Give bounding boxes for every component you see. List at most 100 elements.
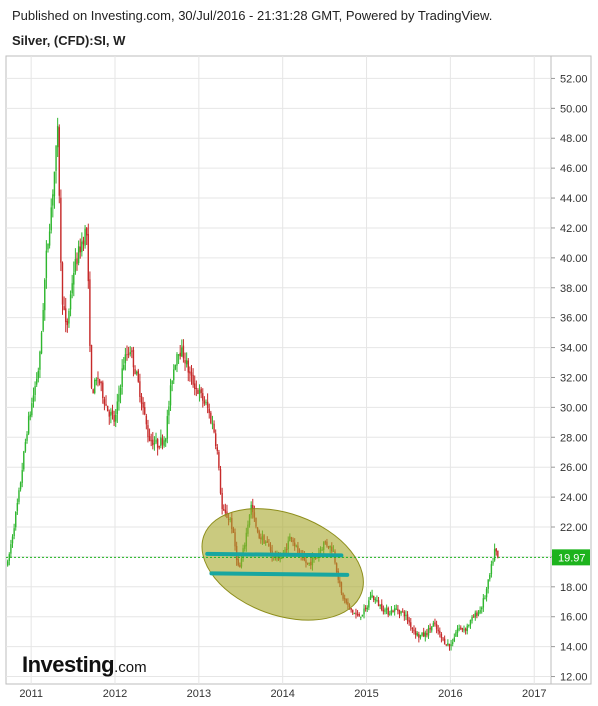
candle-body (44, 279, 46, 311)
candle-body (422, 632, 425, 637)
candle-body (45, 250, 48, 278)
price-tick-label: 46.00 (560, 163, 588, 175)
candle-body (406, 614, 409, 621)
price-tick-label: 14.00 (560, 642, 588, 654)
candle-body (363, 608, 365, 615)
candle-body (79, 246, 81, 253)
candle-body (58, 127, 60, 196)
candle-body (155, 439, 157, 443)
candle-body (445, 644, 447, 646)
candle-body (74, 259, 77, 273)
candle-body (448, 643, 451, 647)
candle-body (414, 630, 417, 635)
candle-body (94, 379, 96, 394)
candle-body (181, 347, 183, 357)
candle-body (118, 394, 120, 402)
candle-body (145, 415, 148, 425)
candle-body (477, 611, 480, 616)
candle-body (210, 412, 212, 424)
candle-body (39, 351, 41, 370)
candle-body (413, 629, 415, 632)
candle-body (221, 493, 223, 510)
candle-body (21, 470, 23, 483)
candle-body (358, 614, 360, 617)
candle-body (218, 452, 220, 469)
candle-body (487, 579, 489, 589)
candle-body (495, 548, 497, 552)
price-tick-label: 22.00 (560, 522, 588, 534)
candle-body (29, 414, 31, 417)
candle-body (189, 371, 191, 374)
candle-body (458, 628, 460, 630)
candle-body (361, 614, 364, 617)
candle-body (97, 377, 99, 379)
candle-body (60, 197, 62, 263)
candle-body (90, 345, 93, 388)
candle-body (121, 368, 123, 387)
candle-body (352, 610, 354, 613)
candle-body (153, 443, 156, 445)
candle-body (392, 610, 394, 613)
candle-body (219, 469, 222, 494)
candle-body (211, 423, 214, 425)
candle-body (163, 440, 165, 446)
price-tick-label: 12.00 (560, 672, 588, 684)
candle-body (37, 370, 40, 379)
time-tick-label: 2015 (354, 688, 378, 700)
candle-body (47, 243, 49, 250)
candle-body (111, 410, 114, 415)
candle-body (416, 633, 418, 636)
candle-body (95, 379, 98, 382)
annotation-layer[interactable] (187, 488, 379, 641)
candle-body (390, 610, 393, 614)
candle-body (382, 609, 385, 612)
candle-body (374, 599, 377, 601)
candle-body (36, 378, 38, 385)
candle-body (65, 308, 67, 323)
support-line[interactable] (205, 551, 344, 558)
candle-body (185, 360, 188, 365)
candle-body (197, 389, 199, 394)
candle-body (463, 629, 465, 631)
highlight-ellipse[interactable] (187, 488, 379, 641)
candle-body (31, 403, 33, 416)
candle-body (452, 642, 454, 644)
price-tick-label: 30.00 (560, 402, 588, 414)
candle-body (202, 393, 204, 401)
candle-body (471, 616, 473, 621)
candle-body (484, 597, 486, 599)
candle-body (98, 379, 101, 384)
candle-body (116, 401, 119, 415)
price-axis: 12.0014.0016.0018.0020.0022.0024.0026.00… (551, 73, 588, 684)
candle-body (431, 626, 433, 631)
candle-body (369, 596, 372, 600)
candle-body (426, 632, 428, 636)
candle-body (203, 400, 206, 404)
price-tick-label: 32.00 (560, 372, 588, 384)
candle-body (131, 350, 133, 352)
symbol-title: Silver, (CFD):SI, W (12, 33, 126, 48)
candle-body (126, 354, 128, 356)
candle-body (461, 627, 464, 630)
candle-body (69, 294, 72, 310)
candle-body (84, 228, 86, 246)
candle-body (137, 370, 139, 382)
candle-body (395, 608, 397, 610)
price-tick-label: 26.00 (560, 462, 588, 474)
candle-body (127, 353, 130, 355)
candle-body (411, 627, 414, 629)
candle-body (353, 613, 356, 615)
candle-body (92, 389, 94, 394)
candle-body (208, 408, 210, 413)
candle-body (402, 611, 404, 613)
candle-body (429, 627, 431, 630)
candle-body (11, 536, 14, 544)
candle-body (13, 528, 15, 537)
candle-body (389, 613, 391, 615)
candle-body (497, 550, 499, 558)
candle-body (169, 385, 172, 406)
support-line[interactable] (209, 571, 350, 577)
candle-body (432, 623, 435, 627)
price-tick-label: 42.00 (560, 223, 588, 235)
